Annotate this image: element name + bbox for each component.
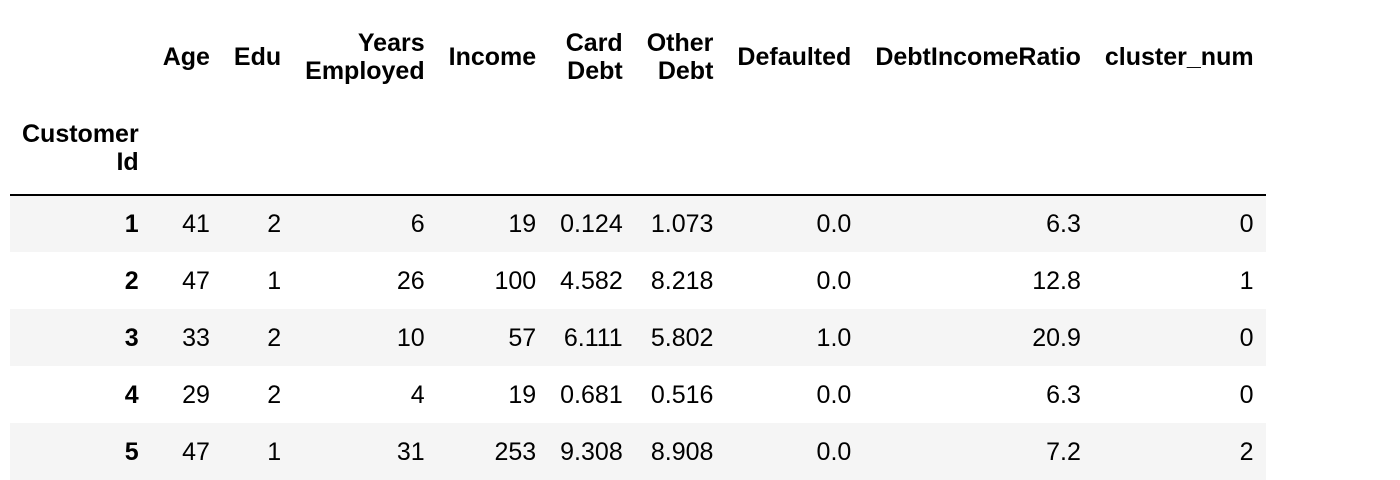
index-header-blank <box>150 96 222 196</box>
column-header-label: Income <box>448 43 537 71</box>
column-header-label: Debt <box>657 57 714 85</box>
cell-card-debt: 9.308 <box>560 437 623 466</box>
cell-cluster-num: 0 <box>1239 380 1254 409</box>
cell-age: 47 <box>182 266 210 295</box>
column-header-years-employed: Years Employed <box>293 18 436 96</box>
column-header-edu: Edu <box>222 18 293 96</box>
cell-defaulted: 0.0 <box>816 266 852 295</box>
index-header-blank <box>1092 96 1266 196</box>
cell-edu: 1 <box>267 266 282 295</box>
cell-income: 253 <box>494 437 537 466</box>
cell-edu: 1 <box>267 437 282 466</box>
index-name-label: Customer <box>22 120 139 148</box>
cell-edu: 2 <box>267 210 282 238</box>
cell-age: 33 <box>182 323 210 352</box>
cell-other-debt: 0.516 <box>650 380 714 409</box>
column-header-label: cluster_num <box>1104 43 1254 71</box>
cell-other-debt: 5.802 <box>650 323 714 352</box>
column-header-label: Other <box>646 29 714 57</box>
cell-income: 19 <box>508 210 537 238</box>
row-index-cell: 2 <box>124 266 139 295</box>
cell-card-debt: 4.582 <box>560 266 623 295</box>
table-row: 4 29 2 4 19 0.681 0.516 0.0 6.3 0 <box>10 366 1266 423</box>
row-index-cell: 3 <box>124 323 139 352</box>
cell-other-debt: 8.908 <box>650 437 714 466</box>
cell-income: 100 <box>494 266 537 295</box>
cell-debt-income-ratio: 7.2 <box>1046 437 1081 466</box>
index-name-label: Id <box>116 148 139 176</box>
column-header-debt-income-ratio: DebtIncomeRatio <box>863 18 1093 96</box>
index-header-blank <box>725 96 864 196</box>
cell-edu: 2 <box>267 323 282 352</box>
cell-age: 41 <box>182 210 210 238</box>
table-row: 3 33 2 10 57 6.111 5.802 1.0 20.9 0 <box>10 309 1266 366</box>
column-header-cluster-num: cluster_num <box>1093 18 1266 96</box>
column-header-income: Income <box>437 18 549 96</box>
column-header-label: Age <box>162 43 210 71</box>
row-index-cell: 1 <box>124 210 139 238</box>
index-header-blank <box>436 96 549 196</box>
column-header-label: Card <box>565 29 623 57</box>
cell-cluster-num: 0 <box>1239 210 1254 238</box>
cell-income: 19 <box>508 380 537 409</box>
cell-debt-income-ratio: 6.3 <box>1046 210 1081 238</box>
column-header-other-debt: Other Debt <box>635 18 726 96</box>
cell-cluster-num: 1 <box>1239 266 1254 295</box>
cell-years-employed: 10 <box>396 323 425 352</box>
cell-age: 47 <box>182 437 210 466</box>
table-row: 1 41 2 6 19 0.124 1.073 0.0 6.3 0 <box>10 195 1266 252</box>
table-row: 2 47 1 26 100 4.582 8.218 0.0 12.8 1 <box>10 252 1266 309</box>
cell-cluster-num: 0 <box>1239 323 1254 352</box>
index-header-blank <box>293 96 437 196</box>
cell-years-employed: 6 <box>410 210 425 238</box>
column-header-label: Debt <box>567 57 623 85</box>
index-header-blank <box>634 96 726 196</box>
column-header-defaulted: Defaulted <box>725 18 863 96</box>
header-blank-cell <box>10 18 151 96</box>
cell-age: 29 <box>182 380 210 409</box>
column-header-label: Defaulted <box>737 43 852 71</box>
cell-income: 57 <box>508 323 537 352</box>
index-name-header: Customer Id <box>10 96 151 196</box>
cell-defaulted: 0.0 <box>816 437 852 466</box>
table-row: 5 47 1 31 253 9.308 8.908 0.0 7.2 2 <box>10 423 1266 480</box>
column-header-card-debt: Card Debt <box>548 18 635 96</box>
column-header-label: Employed <box>305 57 425 85</box>
cell-years-employed: 4 <box>410 380 425 409</box>
cell-debt-income-ratio: 12.8 <box>1032 266 1081 295</box>
cell-cluster-num: 2 <box>1239 437 1254 466</box>
row-index-cell: 5 <box>124 437 139 466</box>
column-header-label: Years <box>357 29 425 57</box>
row-index-cell: 4 <box>124 380 139 409</box>
cell-defaulted: 0.0 <box>816 380 852 409</box>
cell-card-debt: 6.111 <box>563 323 623 352</box>
cell-debt-income-ratio: 20.9 <box>1032 323 1081 352</box>
column-header-row: Age Edu Years Employed Income Card Debt <box>10 18 1266 96</box>
column-header-label: Edu <box>233 43 282 71</box>
index-header-blank <box>863 96 1093 196</box>
cell-debt-income-ratio: 6.3 <box>1046 380 1081 409</box>
table-body: 1 41 2 6 19 0.124 1.073 0.0 6.3 0 2 47 1 26 100 4.582 8.… <box>10 195 1266 480</box>
index-header-row: Customer Id <box>10 96 1266 196</box>
cell-other-debt: 8.218 <box>650 266 714 295</box>
cell-other-debt: 1.073 <box>650 210 714 238</box>
index-header-blank <box>221 96 294 196</box>
customer-dataframe-table: Age Edu Years Employed Income Card Debt <box>10 18 1266 480</box>
cell-card-debt: 0.124 <box>560 210 623 238</box>
cell-defaulted: 1.0 <box>816 323 852 352</box>
cell-years-employed: 31 <box>396 437 425 466</box>
cell-years-employed: 26 <box>396 266 425 295</box>
cell-card-debt: 0.681 <box>560 380 623 409</box>
cell-defaulted: 0.0 <box>816 210 852 238</box>
column-header-label: DebtIncomeRatio <box>875 43 1081 71</box>
index-header-blank <box>548 96 635 196</box>
column-header-age: Age <box>151 18 222 96</box>
cell-edu: 2 <box>267 380 282 409</box>
